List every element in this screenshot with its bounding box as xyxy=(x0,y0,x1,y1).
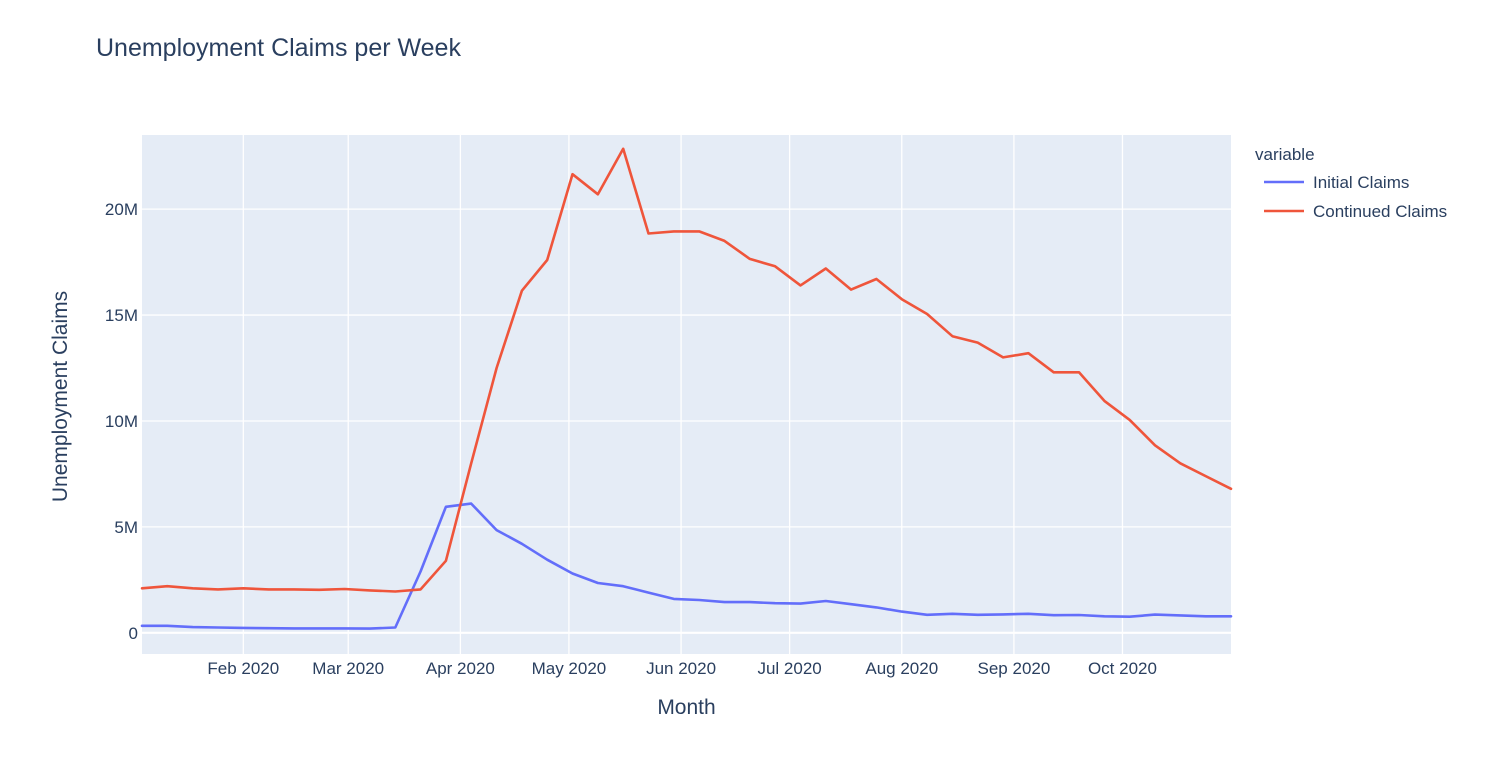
y-tick-label: 15M xyxy=(105,306,138,325)
x-tick-labels: Feb 2020 Mar 2020 Apr 2020 May 2020 Jun 2020… xyxy=(207,659,1157,678)
series-line-initial-claims[interactable] xyxy=(140,502,1233,630)
chart-title: Unemployment Claims per Week xyxy=(96,34,461,62)
legend-item[interactable]: Continued Claims xyxy=(1264,202,1447,221)
legend-label: Initial Claims xyxy=(1313,173,1409,192)
x-tick-label: Feb 2020 xyxy=(207,659,279,678)
x-tick-label: Jul 2020 xyxy=(757,659,821,678)
series-line-continued-claims[interactable] xyxy=(140,147,1233,593)
y-tick-label: 20M xyxy=(105,200,138,219)
y-tick-label: 10M xyxy=(105,412,138,431)
legend-item[interactable]: Initial Claims xyxy=(1264,173,1409,192)
x-tick-label: Apr 2020 xyxy=(426,659,495,678)
legend[interactable]: variable Initial Claims Continued Claims xyxy=(1255,145,1447,221)
x-tick-label: Sep 2020 xyxy=(978,659,1051,678)
legend-title: variable xyxy=(1255,145,1315,164)
y-tick-label: 5M xyxy=(114,518,138,537)
x-axis-title: Month xyxy=(657,696,715,719)
x-tick-label: Jun 2020 xyxy=(646,659,716,678)
x-tick-label: May 2020 xyxy=(532,659,607,678)
y-tick-label: 0 xyxy=(129,624,138,643)
series-lines xyxy=(140,147,1233,630)
x-tick-label: Aug 2020 xyxy=(865,659,938,678)
legend-label: Continued Claims xyxy=(1313,202,1447,221)
x-tick-label: Oct 2020 xyxy=(1088,659,1157,678)
x-tick-label: Mar 2020 xyxy=(312,659,384,678)
plot-background xyxy=(142,135,1231,654)
grid-lines xyxy=(142,135,1231,654)
y-tick-labels: 0 5M 10M 15M 20M xyxy=(105,200,138,643)
y-axis-title: Unemployment Claims xyxy=(49,291,72,502)
